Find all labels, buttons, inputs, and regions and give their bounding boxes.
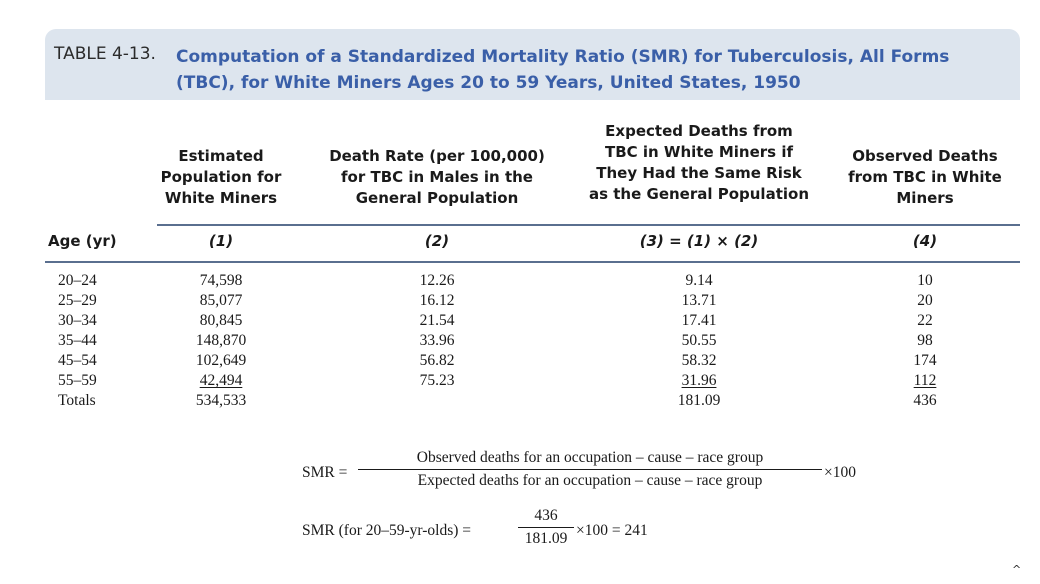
totals-label: Totals: [58, 392, 96, 409]
formula-result: ×100 = 241: [576, 522, 648, 539]
formula-lhs: SMR =: [302, 464, 348, 481]
column-number-3: (3) = (1) × (2): [639, 232, 759, 250]
header-line: from TBC in White: [848, 168, 1002, 186]
population-cell: 148,870: [195, 332, 247, 349]
expected-deaths-cell: 50.55: [681, 332, 717, 349]
death-rate-cell: 33.96: [419, 332, 455, 349]
death-rate-cell: 56.82: [419, 352, 455, 369]
column-header-expected-deaths: Expected Deaths from TBC in White Miners…: [566, 121, 832, 205]
table-title-line-2: (TBC), for White Miners Ages 20 to 59 Ye…: [176, 73, 801, 93]
age-cell: 35–44: [58, 332, 97, 349]
table-row: 30–34 80,845 21.54 17.41 22: [0, 311, 1040, 331]
table-row: 25–29 85,077 16.12 13.71 20: [0, 291, 1040, 311]
age-cell: 55–59: [58, 372, 97, 389]
observed-deaths-cell: 10: [917, 272, 933, 289]
death-rate-cell: 16.12: [419, 292, 455, 309]
observed-deaths-total: 436: [913, 392, 937, 409]
age-cell: 25–29: [58, 292, 97, 309]
header-line: for TBC in Males in the: [341, 168, 533, 186]
table-title-banner: [45, 29, 1020, 100]
header-line: Death Rate (per 100,000): [329, 147, 545, 165]
population-total: 534,533: [195, 392, 247, 409]
expected-deaths-cell: 13.71: [681, 292, 717, 309]
column-number-2: (2): [424, 232, 450, 250]
age-cell: 45–54: [58, 352, 97, 369]
column-number-4: (4): [912, 232, 938, 250]
header-line: Expected Deaths from: [605, 122, 793, 140]
header-line: They Had the Same Risk: [596, 164, 802, 182]
table-row: 20–24 74,598 12.26 9.14 10: [0, 271, 1040, 291]
header-line: Observed Deaths: [852, 147, 998, 165]
observed-deaths-cell: 112: [838, 371, 1012, 391]
formula-numerator: Observed deaths for an occupation – caus…: [358, 448, 822, 470]
population-cell: 42,494: [157, 371, 285, 391]
population-cell: 80,845: [199, 312, 243, 329]
death-rate-cell: 21.54: [419, 312, 455, 329]
header-line: as the General Population: [588, 185, 809, 203]
column-header-population: Estimated Population for White Miners: [148, 146, 294, 209]
table-label: TABLE 4-13.: [54, 44, 156, 64]
formula-numerator: 436: [518, 506, 574, 528]
age-cell: 30–34: [58, 312, 97, 329]
age-cell: 20–24: [58, 272, 97, 289]
table-body: 20–24 74,598 12.26 9.14 10 25–29 85,077 …: [0, 271, 1040, 411]
table-row: 55–59 42,494 75.23 31.96 112: [0, 371, 1040, 391]
header-line: Miners: [896, 189, 954, 207]
header-line: Population for: [160, 168, 282, 186]
smr-formula-calculation: SMR (for 20–59-yr-olds) = 436 181.09 ×10…: [302, 506, 782, 560]
formula-lhs: SMR (for 20–59-yr-olds) =: [302, 522, 472, 539]
header-line: General Population: [355, 189, 519, 207]
table-title-line-1: Computation of a Standardized Mortality …: [176, 47, 950, 67]
population-cell: 102,649: [195, 352, 247, 369]
column-header-age: Age (yr): [48, 232, 117, 250]
population-cell: 74,598: [199, 272, 243, 289]
column-number-1: (1): [208, 232, 234, 250]
column-number-rule: [45, 261, 1020, 263]
header-rule: [157, 224, 1020, 226]
expected-deaths-cell: 9.14: [685, 272, 713, 289]
table-row: 45–54 102,649 56.82 58.32 174: [0, 351, 1040, 371]
population-cell: 85,077: [199, 292, 243, 309]
formula-fraction: 436 181.09: [518, 506, 574, 549]
expected-deaths-cell: 31.96: [576, 371, 822, 391]
smr-formula-definition: SMR = Observed deaths for an occupation …: [302, 448, 882, 502]
observed-deaths-cell: 20: [917, 292, 933, 309]
header-line: TBC in White Miners if: [604, 143, 793, 161]
formula-denominator: Expected deaths for an occupation – caus…: [417, 472, 763, 489]
column-header-death-rate: Death Rate (per 100,000) for TBC in Male…: [308, 146, 566, 209]
formula-denominator: 181.09: [524, 530, 568, 547]
table-title: Computation of a Standardized Mortality …: [176, 44, 1016, 96]
expected-deaths-cell: 17.41: [681, 312, 717, 329]
observed-deaths-cell: 174: [913, 352, 937, 369]
header-line: White Miners: [164, 189, 278, 207]
formula-multiplier: ×100: [824, 464, 856, 481]
death-rate-cell: 12.26: [419, 272, 455, 289]
observed-deaths-cell: 22: [917, 312, 933, 329]
population-value-underlined: 42,494: [199, 372, 243, 389]
death-rate-cell: 75.23: [419, 372, 455, 389]
formula-fraction: Observed deaths for an occupation – caus…: [358, 448, 822, 491]
caret-mark-icon: ^: [1012, 563, 1022, 576]
expected-deaths-total: 181.09: [677, 392, 721, 409]
expected-value-underlined: 31.96: [681, 372, 717, 389]
observed-deaths-cell: 98: [917, 332, 933, 349]
expected-deaths-cell: 58.32: [681, 352, 717, 369]
observed-value-underlined: 112: [913, 372, 937, 389]
column-header-observed-deaths: Observed Deaths from TBC in White Miners: [832, 146, 1018, 209]
table-row-totals: Totals 534,533 181.09 436: [0, 391, 1040, 411]
table-row: 35–44 148,870 33.96 50.55 98: [0, 331, 1040, 351]
header-line: Estimated: [178, 147, 264, 165]
